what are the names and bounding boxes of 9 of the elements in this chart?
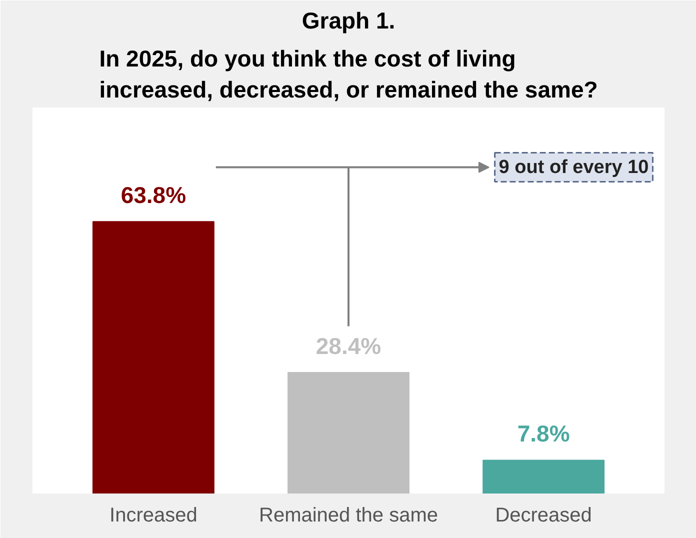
data-label: 7.8% (517, 420, 570, 447)
data-label: 63.8% (120, 182, 186, 208)
chart-subtitle: In 2025, do you think the cost of living increased, decreased, or remained the same? (99, 45, 598, 102)
chart-title: Graph 1. (302, 8, 396, 34)
data-label: 28.4% (316, 332, 382, 359)
x-tick-label: Decreased (495, 504, 592, 526)
x-tick-label: Increased (110, 504, 198, 526)
text: 9 out of every 10 (498, 156, 649, 178)
x-tick-label: Remained the same (259, 504, 438, 526)
